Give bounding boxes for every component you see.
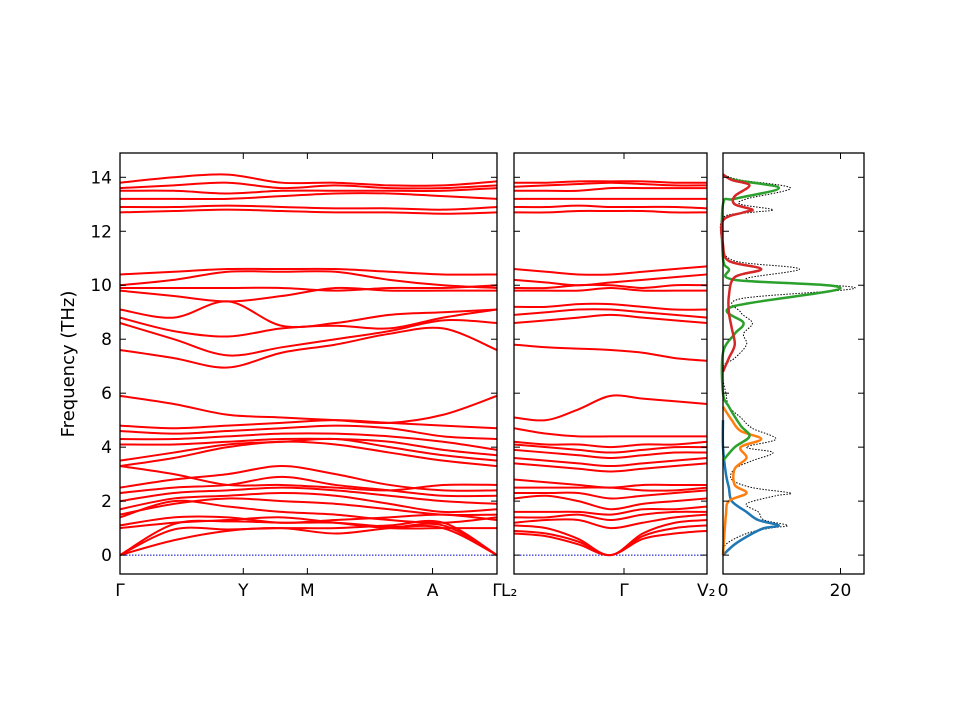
band-line-10: [513, 478, 707, 489]
band-line-14: [119, 437, 498, 462]
band-line-31: [513, 180, 708, 184]
band-line-8: [514, 489, 708, 500]
band-line-25: [513, 265, 708, 276]
y-tick-label: 12: [90, 222, 112, 242]
y-tick-label: 8: [101, 330, 112, 350]
band-line-8: [119, 492, 498, 514]
band-line-20: [119, 326, 498, 369]
band-line-7: [513, 494, 708, 511]
band-line-28: [119, 208, 498, 215]
y-tick-label: 4: [101, 438, 112, 458]
band-line-4: [119, 516, 497, 530]
band-line-7: [119, 497, 498, 517]
band-line-26: [119, 270, 498, 289]
x-tick-label: Y: [237, 581, 249, 601]
x-tick-label: V₂: [697, 581, 715, 601]
band-line-16: [513, 427, 707, 438]
band-line-30: [119, 192, 498, 201]
band-line-13: [513, 448, 708, 459]
dos-total-line: [719, 174, 856, 556]
band-line-22: [119, 308, 498, 338]
dos-projection-line-4: [719, 173, 763, 373]
band-line-33: [119, 173, 498, 187]
band-line-15: [513, 440, 708, 449]
band-line-24: [513, 273, 708, 287]
x-tick-label: Γ: [115, 581, 125, 601]
band-line-27: [119, 267, 498, 276]
band-line-30: [513, 181, 708, 188]
band-line-2: [513, 524, 708, 557]
x-tick-label: 20: [830, 581, 852, 601]
band-line-3: [119, 519, 498, 557]
band-line-21: [513, 302, 708, 311]
band-line-1: [119, 522, 498, 557]
band-line-18: [119, 419, 498, 430]
band-line-14: [513, 443, 708, 454]
band-line-20: [513, 308, 708, 319]
x-tick-label: M: [300, 581, 315, 601]
band-line-21: [119, 319, 498, 357]
band-structure-panel-2: L₂ Γ V₂: [501, 152, 715, 601]
band-line-22: [513, 286, 707, 292]
band-line-12: [119, 465, 498, 492]
band-line-29: [119, 204, 498, 211]
y-tick-label: 0: [101, 546, 112, 566]
band-line-6: [119, 499, 498, 524]
band-line-32: [119, 181, 498, 190]
axes-frame: [119, 152, 498, 575]
band-line-10: [119, 475, 498, 498]
band-line-17: [119, 424, 498, 441]
dos-projection-line-1: [721, 420, 781, 557]
axes-frame: [722, 152, 865, 575]
x-tick-label: L₂: [501, 581, 517, 601]
y-tick-label: 10: [90, 276, 112, 296]
x-tick-label: Γ: [492, 581, 502, 601]
band-line-6: [513, 505, 708, 516]
band-line-31: [119, 187, 498, 195]
y-axis-label: Frequency (THz): [58, 291, 79, 438]
band-line-11: [119, 465, 498, 492]
axes-frame: [513, 152, 708, 575]
band-line-29: [513, 186, 707, 192]
band-line-25: [120, 284, 498, 292]
band-line-26: [513, 209, 708, 214]
band-structure-panel-1: 0 2 4 6 8 10 12 14 Γ Y M A Γ: [90, 152, 502, 601]
band-line-9: [119, 486, 498, 505]
x-tick-label: A: [427, 581, 439, 601]
y-tick-label: 2: [101, 492, 112, 512]
band-line-27: [513, 204, 708, 210]
band-line-13: [119, 440, 498, 468]
band-line-1: [513, 529, 708, 557]
x-tick-label: Γ: [619, 581, 629, 601]
density-of-states-panel: 0 20: [718, 152, 865, 601]
band-line-12: [513, 456, 708, 468]
y-tick-label: 6: [101, 384, 112, 404]
band-line-11: [513, 462, 708, 473]
dos-projection-line-3: [720, 173, 842, 462]
band-line-19: [513, 313, 708, 325]
band-line-18: [513, 343, 708, 362]
band-line-5: [513, 510, 708, 522]
band-line-16: [119, 432, 498, 451]
band-line-23: [513, 283, 708, 290]
y-tick-label: 14: [90, 168, 112, 188]
band-line-3: [513, 519, 708, 557]
band-line-19: [119, 394, 498, 425]
band-line-24: [119, 286, 497, 303]
dos-projection-line-2: [721, 405, 763, 556]
x-tick-label: 0: [718, 581, 729, 601]
band-line-23: [119, 300, 498, 329]
band-line-15: [119, 437, 498, 457]
band-line-2: [119, 519, 498, 557]
band-line-4: [513, 513, 708, 530]
band-line-17: [513, 394, 708, 422]
